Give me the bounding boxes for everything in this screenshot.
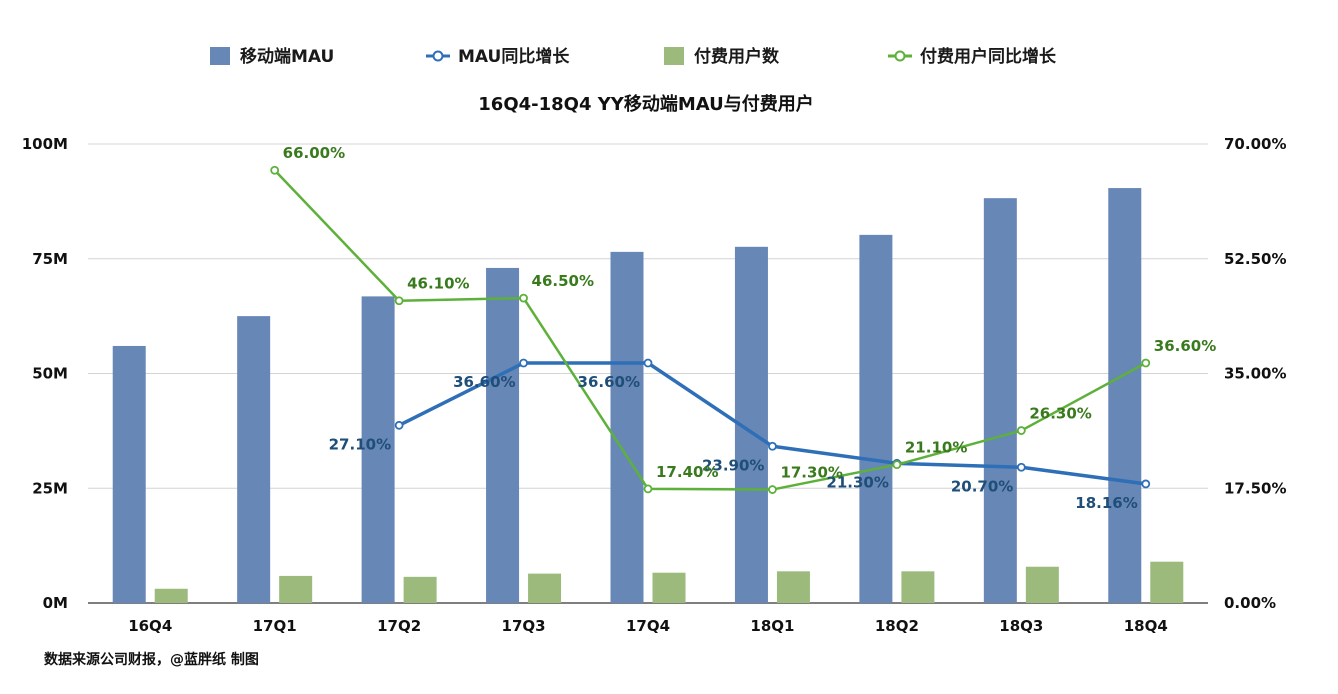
paid-users-bar — [901, 571, 935, 603]
paid-users-bar — [1150, 561, 1184, 603]
mau-yoy-point — [519, 358, 528, 368]
mau-yoy-data-label: 36.60% — [578, 373, 640, 391]
mau-yoy-data-label: 36.60% — [453, 373, 515, 391]
y-right-tick-label: 0.00% — [1224, 594, 1276, 612]
paid-users-bar — [154, 588, 188, 603]
bar-layer — [112, 188, 1184, 604]
paid-users-bar — [652, 572, 686, 603]
grid-layer — [88, 143, 1208, 604]
x-tick-label: 18Q2 — [875, 617, 919, 635]
legend-swatch-bar — [210, 47, 230, 65]
y-left-tick-label: 50M — [32, 365, 68, 383]
paid-yoy-data-label: 21.10% — [905, 439, 967, 457]
paid-yoy-point — [519, 293, 528, 303]
y-left-tick-label: 75M — [32, 250, 68, 268]
axis-layer: 0M 0.00% 25M 17.50% 50M 35.00% 75M 52.50% 100M 70… — [22, 135, 1287, 635]
mau-bar — [361, 296, 395, 603]
paid-yoy-point — [394, 296, 404, 306]
mau-yoy-data-label: 23.90% — [702, 456, 764, 474]
paid-yoy-point — [892, 460, 902, 470]
mau-yoy-data-label: 20.70% — [951, 477, 1013, 495]
paid-yoy-point — [1016, 426, 1026, 435]
mau-yoy-point — [768, 441, 777, 451]
paid-yoy-line — [273, 169, 1147, 491]
y-right-tick-label: 17.50% — [1224, 479, 1286, 497]
y-left-tick-label: 25M — [32, 479, 68, 497]
mau-yoy-data-label: 18.16% — [1075, 494, 1137, 512]
paid-users-bar — [279, 575, 313, 603]
mau-bar — [237, 316, 271, 603]
paid-yoy-data-label: 36.60% — [1154, 337, 1216, 355]
legend-label: 移动端MAU — [240, 46, 334, 67]
y-right-tick-label: 70.00% — [1224, 135, 1286, 153]
paid-yoy-point — [270, 165, 280, 175]
paid-yoy-data-label: 46.10% — [407, 275, 469, 293]
x-tick-label: 16Q4 — [128, 617, 172, 635]
paid-users-bar — [1025, 566, 1059, 603]
legend-swatch-marker — [432, 50, 444, 62]
paid-yoy-data-label: 17.30% — [780, 464, 842, 482]
paid-yoy-point — [643, 484, 653, 494]
mau-yoy-point — [1141, 479, 1151, 489]
label-layer: 27.10% 36.60% 36.60% 23.90% 21.30% 20.70% 18.1… — [283, 144, 1217, 512]
mau-bar — [610, 251, 644, 604]
paid-users-bar — [403, 576, 437, 603]
paid-yoy-data-label: 17.40% — [656, 463, 718, 481]
x-tick-label: 18Q3 — [999, 617, 1043, 635]
legend-label: MAU同比增长 — [458, 46, 570, 67]
paid-yoy-data-label: 66.00% — [283, 144, 345, 162]
paid-users-bar — [776, 571, 810, 603]
y-right-tick-label: 35.00% — [1224, 365, 1286, 383]
legend-label: 付费用户数 — [694, 46, 780, 67]
mau-bar — [486, 267, 520, 603]
y-left-tick-label: 0M — [43, 594, 68, 612]
x-tick-label: 17Q2 — [377, 617, 421, 635]
mau-yoy-point — [1016, 462, 1026, 472]
mau-yoy-data-label: 27.10% — [329, 435, 391, 453]
mau-bar — [983, 198, 1017, 604]
x-tick-label: 17Q1 — [253, 617, 297, 635]
mau-bar — [859, 234, 893, 603]
mau-bar — [1108, 188, 1142, 603]
paid-users-bar — [528, 573, 562, 603]
x-tick-label: 18Q4 — [1124, 617, 1168, 635]
legend-swatch-bar — [664, 47, 684, 65]
x-tick-label: 17Q3 — [502, 617, 546, 635]
legend-label: 付费用户同比增长 — [920, 46, 1057, 67]
mau-bar — [112, 345, 146, 603]
y-right-tick-label: 52.50% — [1224, 250, 1286, 268]
paid-yoy-data-label: 46.50% — [532, 272, 594, 290]
mau-yoy-point — [394, 420, 404, 430]
x-tick-label: 17Q4 — [626, 617, 670, 635]
mau-yoy-data-label: 21.30% — [826, 473, 888, 491]
x-tick-label: 18Q1 — [750, 617, 794, 635]
chart-title: 16Q4-18Q4 YY移动端MAU与付费用户 — [478, 93, 813, 115]
legend: 移动端MAU MAU同比增长 付费用户数 付费用户同比增长 — [210, 46, 1057, 67]
mau-yoy-point — [643, 358, 653, 368]
y-left-tick-label: 100M — [22, 135, 68, 153]
paid-yoy-data-label: 26.30% — [1029, 405, 1091, 423]
paid-yoy-point — [1141, 358, 1151, 368]
legend-swatch-marker — [894, 50, 906, 62]
line-layer — [270, 165, 1151, 494]
source-note: 数据来源公司财报，@蓝胖纸 制图 — [44, 651, 259, 668]
paid-yoy-point — [768, 485, 777, 494]
